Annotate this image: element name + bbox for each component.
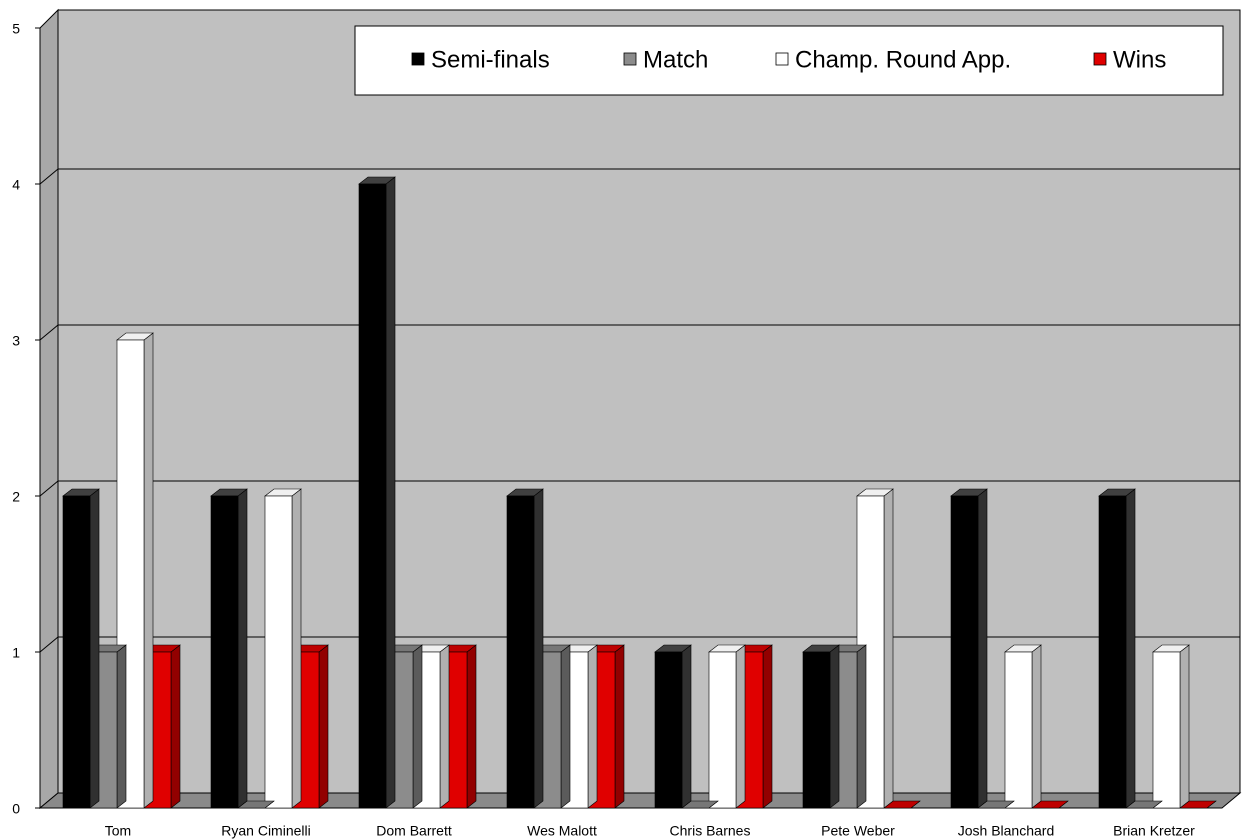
grid-line-side [39,636,59,653]
bar-side [1179,644,1190,809]
bar [654,651,683,809]
bar-side [466,644,477,809]
bar-side [533,488,544,809]
bar [506,495,535,809]
legend-label: Champ. Round App. [795,46,1011,73]
bar [1004,651,1033,809]
legend-label: Semi-finals [431,46,550,73]
side-wall [39,8,59,810]
bar [802,651,831,809]
y-tick-label: 2 [12,489,20,505]
y-tick-label: 4 [12,177,20,193]
x-tick-label: Tom [105,823,131,839]
y-tick-label: 1 [12,645,20,661]
bar [210,495,239,809]
bar-side [439,644,450,809]
bar-side [587,644,598,809]
bar [1098,495,1127,809]
bar-side [116,644,127,809]
legend-swatch [623,52,637,66]
x-tick-label: Wes Malott [527,823,597,839]
bar [358,183,387,809]
legend-swatch [411,52,425,66]
bar-side [385,176,396,809]
bar-side [681,644,692,809]
bar-side [412,644,423,809]
bar-side [829,644,840,809]
legend-swatch [775,52,789,66]
y-tick-label: 0 [12,801,20,817]
legend-swatch [1093,52,1107,66]
bar-side [318,644,329,809]
bar-side [237,488,248,809]
bar [708,651,737,809]
bar-side [560,644,571,809]
x-tick-label: Josh Blanchard [958,823,1055,839]
bar-side [143,332,154,809]
legend-label: Match [643,46,708,73]
bar-side [762,644,773,809]
legend-label: Wins [1113,46,1166,73]
x-tick-label: Chris Barnes [670,823,751,839]
bar-side [856,644,867,809]
grid-line-side [39,480,59,497]
x-tick-label: Dom Barrett [376,823,452,839]
bar-side [883,488,894,809]
x-tick-label: Ryan Ciminelli [221,823,310,839]
bar-side [614,644,625,809]
bar-side [89,488,100,809]
y-tick-label: 3 [12,333,20,349]
bar-side [977,488,988,809]
x-tick-label: Brian Kretzer [1113,823,1195,839]
bar [950,495,979,809]
bar-side [291,488,302,809]
bar-side [170,644,181,809]
grid-line-side [39,168,59,185]
bar [264,495,293,809]
bar-side [1125,488,1136,809]
bar [1152,651,1181,809]
bar-side [735,644,746,809]
legend-box [354,25,1224,96]
x-tick-label: Pete Weber [821,823,895,839]
y-tick-label: 5 [12,21,20,37]
bar [62,495,91,809]
grid-line-side [39,324,59,341]
bar-side [1031,644,1042,809]
